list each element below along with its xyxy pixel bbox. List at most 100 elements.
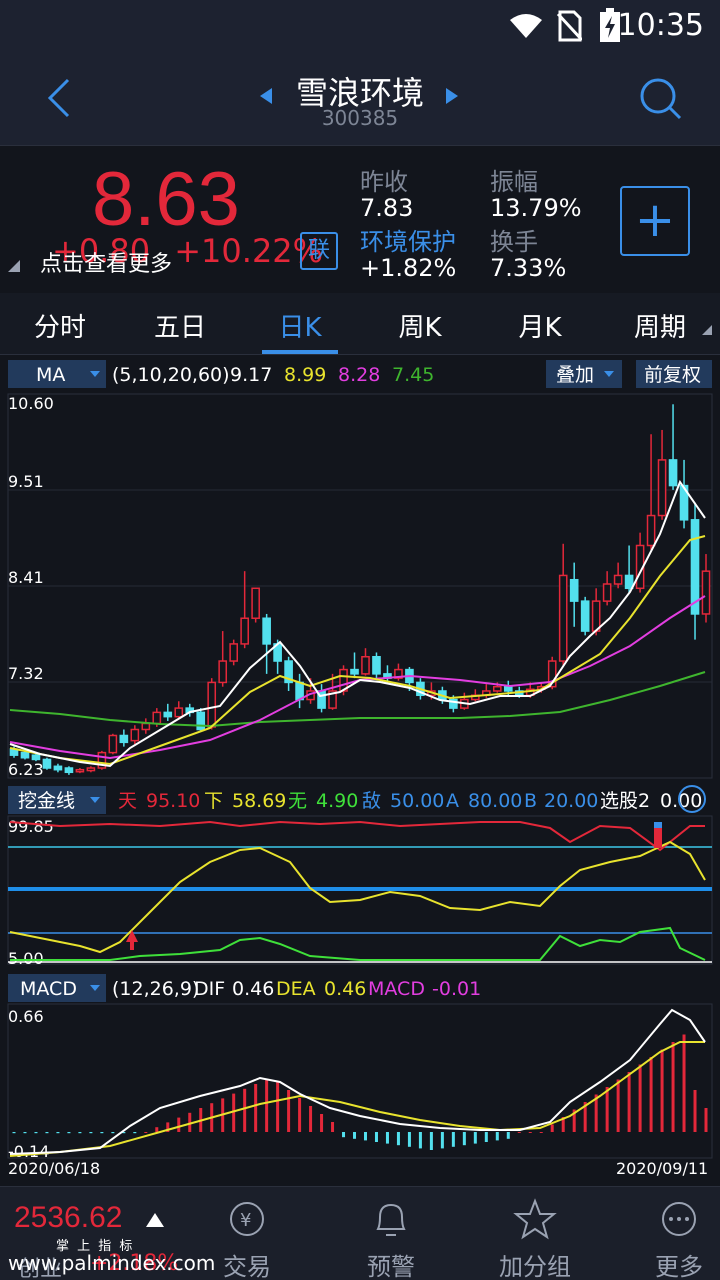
candle-body	[361, 656, 370, 675]
macd-histogram	[12, 1034, 708, 1150]
macd-bar	[682, 1034, 686, 1132]
stock-name: 雪浪环境	[295, 74, 424, 112]
dif-value: 0.46	[232, 978, 274, 1000]
wajin-label: B	[524, 790, 537, 812]
wajin-value: 4.90	[316, 790, 358, 812]
more-hint[interactable]: 点击查看更多	[40, 252, 173, 277]
sector-label[interactable]: 环境保护	[360, 228, 456, 256]
index-change: +2.18%	[90, 1251, 179, 1276]
tab-period[interactable]: 周期	[633, 313, 686, 343]
ma60-line	[9, 671, 706, 728]
wajin-value: 58.69	[232, 790, 286, 812]
candle-body	[119, 734, 129, 744]
candle-body	[328, 690, 337, 709]
candle-body	[64, 767, 74, 774]
wajin-label: A	[446, 790, 459, 812]
expand-up-icon[interactable]	[146, 1213, 164, 1227]
next-stock-icon[interactable]	[444, 86, 460, 106]
macd-bar	[320, 1114, 324, 1132]
bell-icon	[376, 1203, 406, 1236]
price-change-pct: +10.22%	[174, 232, 324, 270]
trade-icon: ¥	[230, 1202, 264, 1236]
macd-selector[interactable]: MACD	[20, 978, 77, 1000]
macd-bar	[506, 1132, 510, 1139]
candle-body	[701, 570, 711, 615]
nav-alert[interactable]: 预警	[336, 1197, 446, 1280]
macd-bar	[572, 1109, 576, 1132]
ma-selector[interactable]: MA	[36, 364, 65, 386]
tab-intraday[interactable]: 分时	[33, 313, 86, 343]
wajin-value: 0.00	[660, 790, 702, 812]
battery-charging-icon	[600, 8, 620, 42]
nav-alert-label: 预警	[367, 1253, 415, 1280]
macd-bar	[342, 1132, 346, 1138]
candle-body	[503, 685, 513, 692]
macd-bar	[111, 1132, 115, 1134]
tab-monthly-k[interactable]: 月K	[518, 313, 562, 343]
macd-bar	[649, 1057, 653, 1132]
wajin-selector[interactable]: 挖金线	[18, 790, 75, 812]
macd-bar	[660, 1049, 664, 1132]
macd-bar	[144, 1132, 148, 1133]
nav-more[interactable]: 更多	[624, 1197, 720, 1280]
index-value[interactable]: 2536.62	[14, 1201, 123, 1234]
macd-bar	[67, 1132, 71, 1134]
wifi-icon	[510, 14, 542, 38]
macd-bar	[100, 1132, 104, 1134]
candle-body	[372, 656, 381, 675]
signal-bar-top	[654, 822, 662, 828]
tab-five-day[interactable]: 五日	[153, 313, 206, 343]
macd-bar	[517, 1132, 521, 1133]
wajin-dropdown-icon	[90, 797, 100, 803]
link-button[interactable]: 联	[300, 232, 338, 270]
macd-bar	[353, 1132, 357, 1139]
macd-bar	[451, 1132, 455, 1147]
macd-bar	[561, 1117, 565, 1132]
macd-label: MACD	[368, 978, 425, 1000]
candle-body	[580, 600, 590, 632]
indicator-settings-icon[interactable]	[678, 785, 706, 813]
kline-chart[interactable]: MA (5,10,20,60) 9.17 8.99 8.28 7.45 叠加 前…	[0, 356, 720, 1184]
overlay-dropdown-icon	[604, 371, 614, 377]
sector-change: +1.82%	[360, 254, 457, 282]
back-icon[interactable]	[44, 78, 74, 118]
candle-body	[251, 587, 260, 619]
macd-value: -0.01	[432, 978, 481, 1000]
turnover-label: 换手	[490, 228, 538, 256]
macd-bar	[704, 1108, 708, 1132]
search-icon[interactable]	[638, 76, 682, 120]
price-change: +0.80 +10.22%	[52, 232, 323, 270]
macd-bar	[418, 1132, 422, 1149]
macd-bar	[594, 1094, 598, 1132]
macd-bar	[693, 1090, 697, 1132]
macd-params: (12,26,9)	[112, 978, 199, 1000]
tab-daily-k[interactable]: 日K	[278, 313, 322, 343]
ma5-value: 9.17	[230, 364, 272, 386]
candle-body	[196, 711, 206, 731]
candle-body	[20, 751, 30, 759]
wajin-label: 选股2	[600, 790, 650, 812]
dea-label: DEA	[276, 978, 316, 1000]
nav-add-group[interactable]: 加分组	[480, 1197, 590, 1280]
candle-body	[569, 578, 579, 602]
macd-bar	[374, 1132, 378, 1142]
nav-trade-label: 交易	[223, 1253, 271, 1280]
nav-trade[interactable]: ¥ 交易	[192, 1197, 302, 1280]
candle-body	[97, 751, 107, 769]
quote-panel[interactable]: 8.63 +0.80 +10.22% 点击查看更多 联 昨收 7.83 环境保护…	[0, 145, 720, 293]
price-axis-label: 9.51	[8, 472, 44, 491]
macd-bar	[89, 1132, 93, 1134]
macd-bar	[385, 1132, 389, 1144]
macd-bar	[440, 1132, 444, 1149]
current-price: 8.63	[92, 157, 240, 242]
overlay-button[interactable]: 叠加	[556, 364, 594, 386]
add-watchlist-button[interactable]: +	[620, 186, 690, 256]
ma5-line	[9, 479, 706, 768]
tab-weekly-k[interactable]: 周K	[398, 313, 442, 343]
macd-bar	[45, 1132, 49, 1134]
prev-stock-icon[interactable]	[258, 86, 274, 106]
macd-bar	[473, 1132, 477, 1144]
adjust-button[interactable]: 前复权	[644, 364, 701, 386]
macd-bar	[254, 1084, 258, 1132]
